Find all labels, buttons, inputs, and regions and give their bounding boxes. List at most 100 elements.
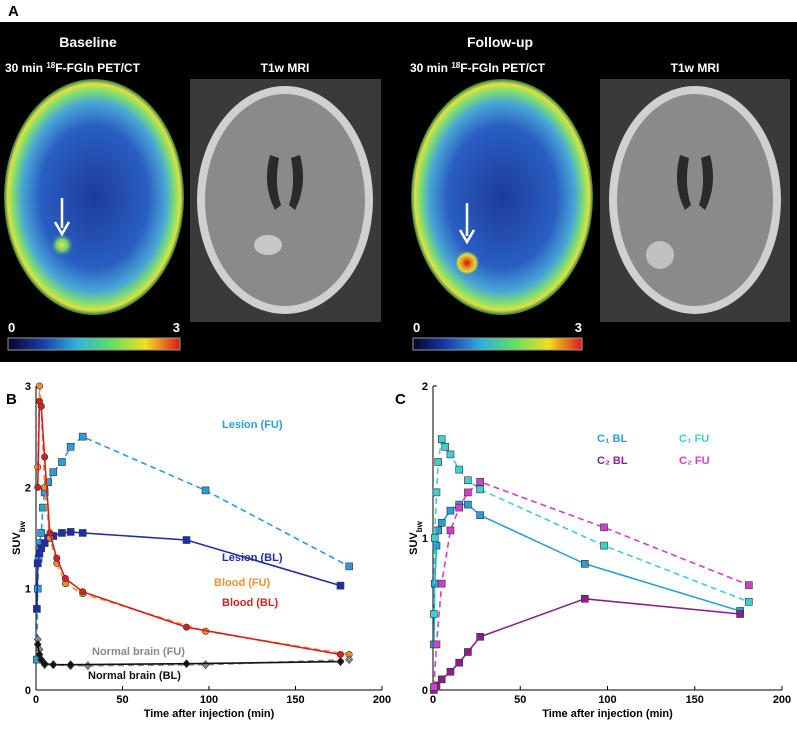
series-label: Blood (FU) bbox=[214, 577, 271, 589]
marker bbox=[437, 435, 446, 444]
marker bbox=[464, 500, 472, 509]
x-tick-label: 150 bbox=[686, 694, 704, 706]
marker bbox=[432, 488, 441, 497]
y-tick-label: 1 bbox=[422, 533, 428, 545]
marker bbox=[476, 511, 484, 520]
series-line bbox=[433, 503, 741, 645]
pet-title-suffix: F-FGln PET/CT bbox=[460, 61, 545, 75]
pet-title-superscript: 18 bbox=[46, 61, 55, 70]
follow-up-mri-image bbox=[600, 79, 790, 322]
series-line bbox=[433, 436, 750, 615]
marker bbox=[66, 528, 75, 536]
marker bbox=[432, 541, 441, 550]
marker bbox=[46, 529, 54, 537]
y-tick-label: 3 bbox=[25, 381, 31, 393]
marker bbox=[745, 581, 753, 589]
marker bbox=[476, 477, 484, 486]
marker bbox=[49, 660, 58, 670]
group-title: Baseline bbox=[59, 34, 117, 50]
marker bbox=[78, 529, 87, 537]
marker bbox=[464, 488, 472, 497]
marker bbox=[336, 581, 345, 590]
colorbar bbox=[412, 337, 583, 351]
series-label: C₁ BL bbox=[597, 433, 627, 445]
marker bbox=[446, 506, 455, 515]
marker bbox=[40, 659, 49, 669]
y-axis-label: SUVbw bbox=[408, 520, 424, 555]
marker bbox=[455, 658, 463, 667]
marker bbox=[432, 640, 441, 649]
group-title: Follow-up bbox=[467, 34, 533, 50]
marker bbox=[430, 534, 439, 542]
colorbar-tick-label: 3 bbox=[575, 320, 582, 335]
panel-label: C bbox=[395, 391, 406, 408]
marker bbox=[33, 605, 41, 613]
marker bbox=[33, 559, 42, 568]
y-axis-label-main: SUV bbox=[408, 532, 420, 555]
marker bbox=[58, 529, 66, 537]
x-axis-label: Time after injection (min) bbox=[542, 708, 673, 720]
y-axis-label: SUVbw bbox=[11, 520, 27, 555]
marker bbox=[434, 458, 443, 466]
marker bbox=[455, 503, 463, 512]
y-axis-label-main: SUV bbox=[11, 532, 23, 555]
x-axis-label: Time after injection (min) bbox=[144, 708, 275, 720]
series-label: Blood (BL) bbox=[222, 597, 279, 609]
y-tick-label: 1 bbox=[25, 584, 31, 596]
marker bbox=[33, 639, 42, 649]
marker bbox=[336, 651, 344, 659]
y-tick-label: 0 bbox=[422, 685, 428, 697]
marker bbox=[61, 575, 69, 583]
colorbar-tick-label: 0 bbox=[8, 320, 15, 335]
marker bbox=[49, 468, 58, 476]
marker bbox=[201, 486, 210, 495]
marker bbox=[464, 476, 472, 485]
pet-title-superscript: 18 bbox=[451, 61, 460, 70]
marker bbox=[581, 594, 589, 603]
marker bbox=[600, 523, 608, 532]
marker bbox=[437, 518, 446, 527]
marker bbox=[476, 485, 484, 494]
marker bbox=[182, 659, 191, 669]
series-label: C₂ FU bbox=[679, 455, 710, 467]
y-tick-label: 2 bbox=[25, 482, 31, 494]
marker bbox=[66, 660, 75, 670]
marker bbox=[34, 483, 42, 491]
marker bbox=[35, 382, 43, 390]
x-tick-label: 0 bbox=[33, 694, 39, 706]
marker bbox=[66, 442, 75, 451]
pet-title: 30 min 18F-FGln PET/CT bbox=[5, 61, 141, 76]
x-tick-label: 0 bbox=[430, 694, 436, 706]
pet-title-prefix: 30 min bbox=[410, 61, 451, 75]
marker bbox=[345, 655, 354, 665]
x-tick-label: 150 bbox=[286, 694, 304, 706]
marker bbox=[58, 458, 66, 466]
marker bbox=[455, 465, 463, 474]
panel-label: B bbox=[6, 391, 17, 408]
baseline-mri-image bbox=[190, 79, 381, 322]
marker bbox=[79, 588, 87, 596]
marker bbox=[581, 560, 589, 568]
marker bbox=[336, 657, 345, 667]
marker bbox=[446, 526, 455, 535]
series-label: Lesion (FU) bbox=[222, 419, 283, 431]
series-label: Lesion (BL) bbox=[222, 552, 283, 564]
marker bbox=[78, 432, 87, 441]
y-axis-label-subscript: bw bbox=[415, 520, 424, 532]
marker bbox=[183, 623, 191, 631]
marker bbox=[464, 648, 472, 656]
marker bbox=[745, 598, 753, 606]
series-label: Normal brain (FU) bbox=[92, 646, 185, 658]
marker bbox=[430, 683, 438, 691]
baseline-pet-image bbox=[4, 79, 184, 315]
series-label: C₁ FU bbox=[679, 433, 709, 445]
series-label: C₂ BL bbox=[597, 455, 628, 467]
series-line bbox=[36, 435, 350, 660]
follow-up-pet-image bbox=[411, 79, 593, 315]
marker bbox=[182, 536, 191, 544]
colorbar bbox=[7, 337, 181, 351]
colorbar-tick-label: 0 bbox=[413, 320, 420, 335]
series-line bbox=[36, 644, 341, 666]
